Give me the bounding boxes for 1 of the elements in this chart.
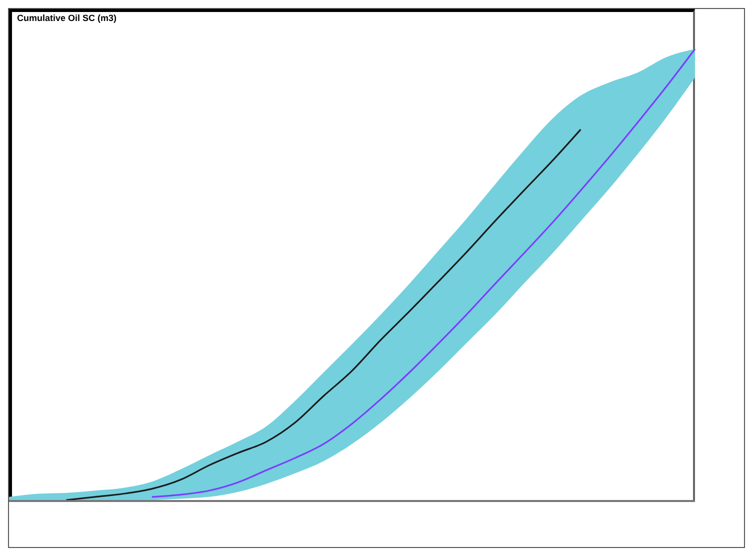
- chart-title: Cumulative Oil SC (m3): [17, 13, 117, 23]
